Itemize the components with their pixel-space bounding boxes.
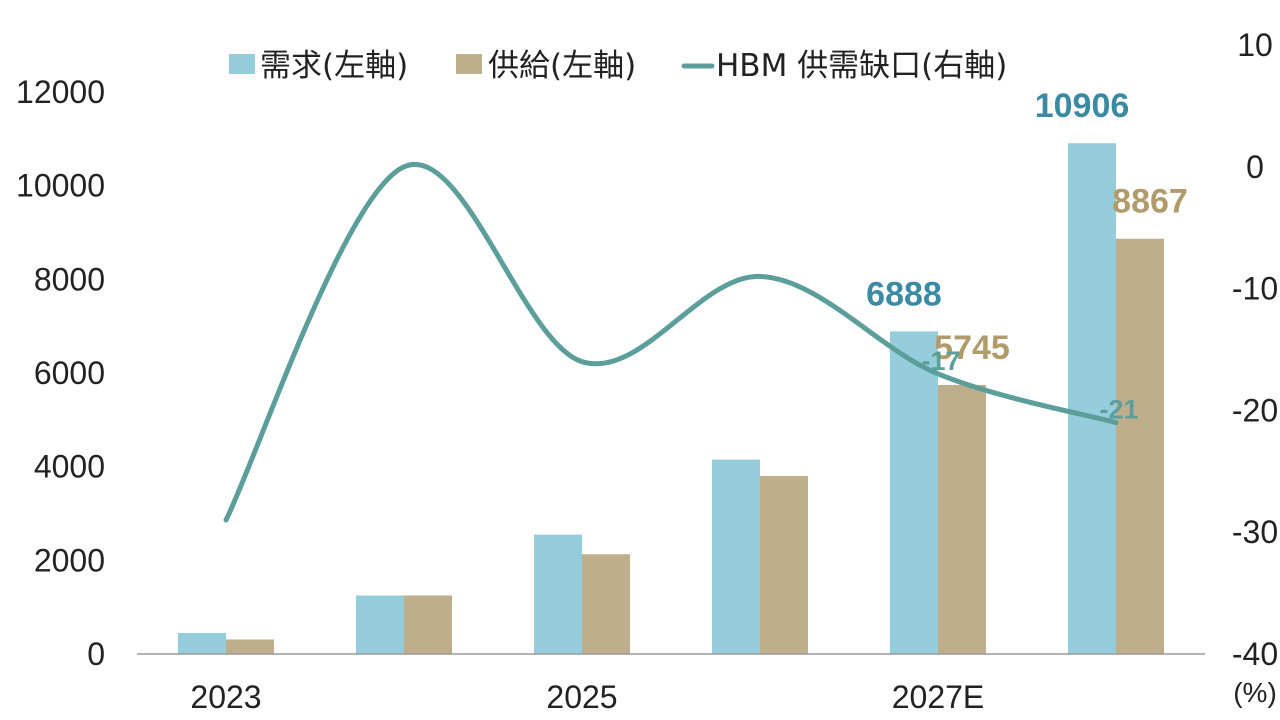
bar-supply	[404, 595, 452, 654]
left-tick-label: 4000	[34, 449, 105, 485]
data-label-gap: -17	[921, 346, 960, 376]
right-tick-label: -30	[1232, 514, 1278, 550]
left-tick-label: 10000	[16, 168, 105, 204]
legend-label-demand: 需求(左軸)	[260, 48, 408, 84]
left-axis: 0 2000 4000 6000 8000 10000 12000	[16, 74, 105, 672]
bar-supply	[226, 639, 274, 654]
right-tick-label: 0	[1246, 149, 1264, 185]
data-label-demand: 10906	[1035, 87, 1130, 125]
bar-demand	[356, 595, 404, 654]
right-tick-label: -20	[1232, 392, 1278, 428]
right-tick-label: -40	[1232, 636, 1278, 672]
data-label-supply: 5745	[934, 329, 1010, 367]
right-tick-label: -10	[1232, 271, 1278, 307]
bars	[178, 143, 1164, 655]
bar-supply	[582, 554, 630, 654]
left-tick-label: 8000	[34, 261, 105, 297]
legend-label-gap: HBM 供需缺口(右軸)	[716, 48, 1007, 84]
legend-swatch-demand	[229, 54, 255, 74]
bar-demand	[890, 331, 938, 654]
x-tick-label: 2023	[190, 679, 261, 715]
data-labels: 6888 5745-17 10906 8867 -21	[866, 87, 1188, 424]
left-tick-label: 0	[87, 636, 105, 672]
left-tick-label: 2000	[34, 542, 105, 578]
gap-line-path	[223, 161, 1119, 523]
x-tick-label: 2025	[546, 679, 617, 715]
x-tick-label: 2027E	[892, 679, 985, 715]
data-label-gap: -21	[1099, 395, 1138, 425]
bar-supply	[760, 476, 808, 654]
legend-label-supply: 供給(左軸)	[488, 48, 636, 84]
legend-item-supply: 供給(左軸)	[456, 48, 636, 84]
legend-item-gap: HBM 供需缺口(右軸)	[681, 48, 1007, 84]
bar-demand	[712, 459, 760, 654]
legend-item-demand: 需求(左軸)	[229, 48, 408, 84]
right-axis: 10 0 -10 -20 -30 -40	[1232, 27, 1278, 672]
left-tick-label: 6000	[34, 355, 105, 391]
x-axis: 2023 2025 2027E	[190, 679, 984, 715]
gap-line	[223, 161, 1119, 523]
left-tick-label: 12000	[16, 74, 105, 110]
legend: 需求(左軸) 供給(左軸) HBM 供需缺口(右軸)	[229, 48, 1007, 84]
legend-swatch-supply	[456, 54, 482, 74]
right-tick-label: 10	[1237, 27, 1273, 63]
bar-supply	[938, 384, 986, 654]
bar-demand	[178, 632, 226, 654]
bar-supply	[1116, 238, 1164, 655]
data-label-supply: 8867	[1112, 183, 1188, 221]
data-label-demand: 6888	[866, 275, 942, 313]
right-axis-unit: (%)	[1233, 677, 1277, 708]
bar-demand	[1068, 143, 1116, 655]
bar-demand	[534, 534, 582, 654]
